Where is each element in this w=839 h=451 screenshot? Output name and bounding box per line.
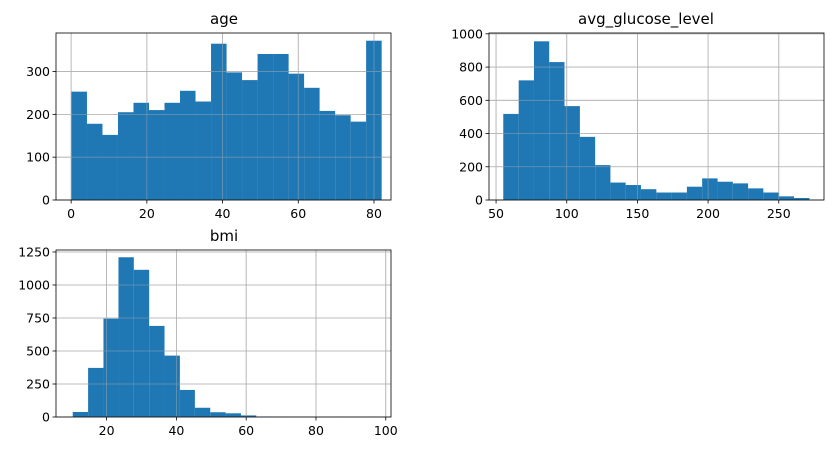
avg-glucose-level-bar <box>579 136 596 200</box>
bmi-x-tick-label: 20 <box>99 423 115 438</box>
avg-glucose-level-histogram-panel: avg_glucose_level 50 100 150 200 250 0 200 400 6… <box>451 10 825 221</box>
age-histogram-panel: age 0 20 40 60 80 0 100 200 300 <box>26 10 392 221</box>
age-x-tick-label: 40 <box>215 206 231 221</box>
bmi-bar <box>103 318 119 417</box>
age-y-tick-label: 0 <box>42 193 50 208</box>
age-title: age <box>210 10 238 28</box>
avg-glucose-level-bar <box>549 62 565 200</box>
age-bar <box>226 72 243 200</box>
age-bar <box>180 90 196 200</box>
age-bar <box>288 73 305 200</box>
age-bar <box>71 91 87 200</box>
bmi-x-tick-label: 60 <box>238 423 254 438</box>
avg-glucose-level-y-tick-label: 0 <box>475 193 483 208</box>
age-bar <box>102 134 118 200</box>
age-bar <box>304 87 320 200</box>
avg-glucose-level-bar <box>732 183 749 200</box>
age-bar <box>195 101 212 200</box>
bmi-bar <box>164 355 180 417</box>
avg-glucose-level-axes-frame <box>488 32 825 201</box>
avg-glucose-level-bar <box>686 186 703 200</box>
avg-glucose-level-bar <box>702 178 718 200</box>
bmi-bar <box>225 413 241 417</box>
avg-glucose-level-y-tick-label: 800 <box>459 60 483 75</box>
bmi-bar <box>149 325 165 417</box>
age-bar <box>164 102 181 200</box>
bmi-x-tick-label: 40 <box>168 423 184 438</box>
bmi-y-tick-label: 250 <box>26 376 50 391</box>
age-bar <box>335 115 351 200</box>
avg-glucose-level-x-tick-label: 100 <box>555 206 579 221</box>
age-bar <box>211 43 227 201</box>
avg-glucose-level-bar <box>533 41 550 200</box>
age-bar <box>149 110 165 200</box>
avg-glucose-level-y-tick-label: 1000 <box>451 26 483 41</box>
avg-glucose-level-bars <box>503 41 810 200</box>
avg-glucose-level-bar <box>518 80 534 200</box>
avg-glucose-level-x-tick-label: 50 <box>488 206 504 221</box>
avg-glucose-level-x-tick-label: 150 <box>625 206 649 221</box>
avg-glucose-level-bar <box>748 188 764 200</box>
bmi-x-tick-label: 100 <box>374 423 398 438</box>
age-y-tick-label: 200 <box>26 107 50 122</box>
avg-glucose-level-bar <box>778 196 795 200</box>
avg-glucose-level-x-tick-label: 200 <box>696 206 720 221</box>
avg-glucose-level-bar <box>794 198 810 200</box>
bmi-bar <box>194 407 211 417</box>
avg-glucose-level-x-tick-label: 250 <box>767 206 791 221</box>
age-bar <box>273 53 289 200</box>
age-axes-frame <box>55 32 392 201</box>
avg-glucose-level-y-tick-label: 200 <box>459 159 483 174</box>
age-bar <box>350 121 367 200</box>
avg-glucose-level-bar <box>610 182 626 200</box>
bmi-bar <box>179 389 195 417</box>
age-x-tick-label: 20 <box>139 206 155 221</box>
avg-glucose-level-bar <box>503 113 519 200</box>
age-y-tick-label: 100 <box>26 150 50 165</box>
age-bar <box>257 53 274 200</box>
bmi-y-tick-label: 500 <box>26 343 50 358</box>
avg-glucose-level-y-tick-label: 600 <box>459 93 483 108</box>
avg-glucose-level-bar <box>640 189 657 200</box>
avg-glucose-level-bar <box>671 192 687 200</box>
avg-glucose-level-bar <box>656 192 672 200</box>
age-y-tick-label: 300 <box>26 64 50 79</box>
age-bar <box>242 80 258 200</box>
age-bar <box>133 102 150 200</box>
bmi-bar <box>118 257 134 417</box>
age-x-tick-label: 80 <box>366 206 382 221</box>
bmi-y-tick-label: 1000 <box>18 277 50 292</box>
avg-glucose-level-bar <box>564 106 580 200</box>
avg-glucose-level-bar <box>625 185 641 200</box>
age-x-tick-label: 0 <box>67 206 75 221</box>
bmi-y-tick-label: 1250 <box>18 244 50 259</box>
avg-glucose-level-bar <box>595 165 611 200</box>
avg-glucose-level-bar <box>763 192 779 200</box>
age-bar <box>319 110 336 200</box>
bmi-x-tick-label: 80 <box>308 423 324 438</box>
age-bar <box>117 112 134 200</box>
bmi-bar <box>88 367 104 417</box>
age-bar <box>86 123 103 200</box>
bmi-bar <box>133 269 150 417</box>
bmi-bar <box>210 412 226 417</box>
bmi-y-tick-label: 0 <box>42 410 50 425</box>
bmi-title: bmi <box>210 227 238 245</box>
avg-glucose-level-y-tick-label: 400 <box>459 126 483 141</box>
avg-glucose-level-bar <box>717 181 733 200</box>
avg-glucose-level-title: avg_glucose_level <box>578 10 714 29</box>
bmi-bar <box>240 415 257 417</box>
bmi-bar <box>72 411 89 417</box>
bmi-y-tick-label: 750 <box>26 310 50 325</box>
age-x-tick-label: 60 <box>290 206 306 221</box>
bmi-axes-frame <box>55 249 392 418</box>
